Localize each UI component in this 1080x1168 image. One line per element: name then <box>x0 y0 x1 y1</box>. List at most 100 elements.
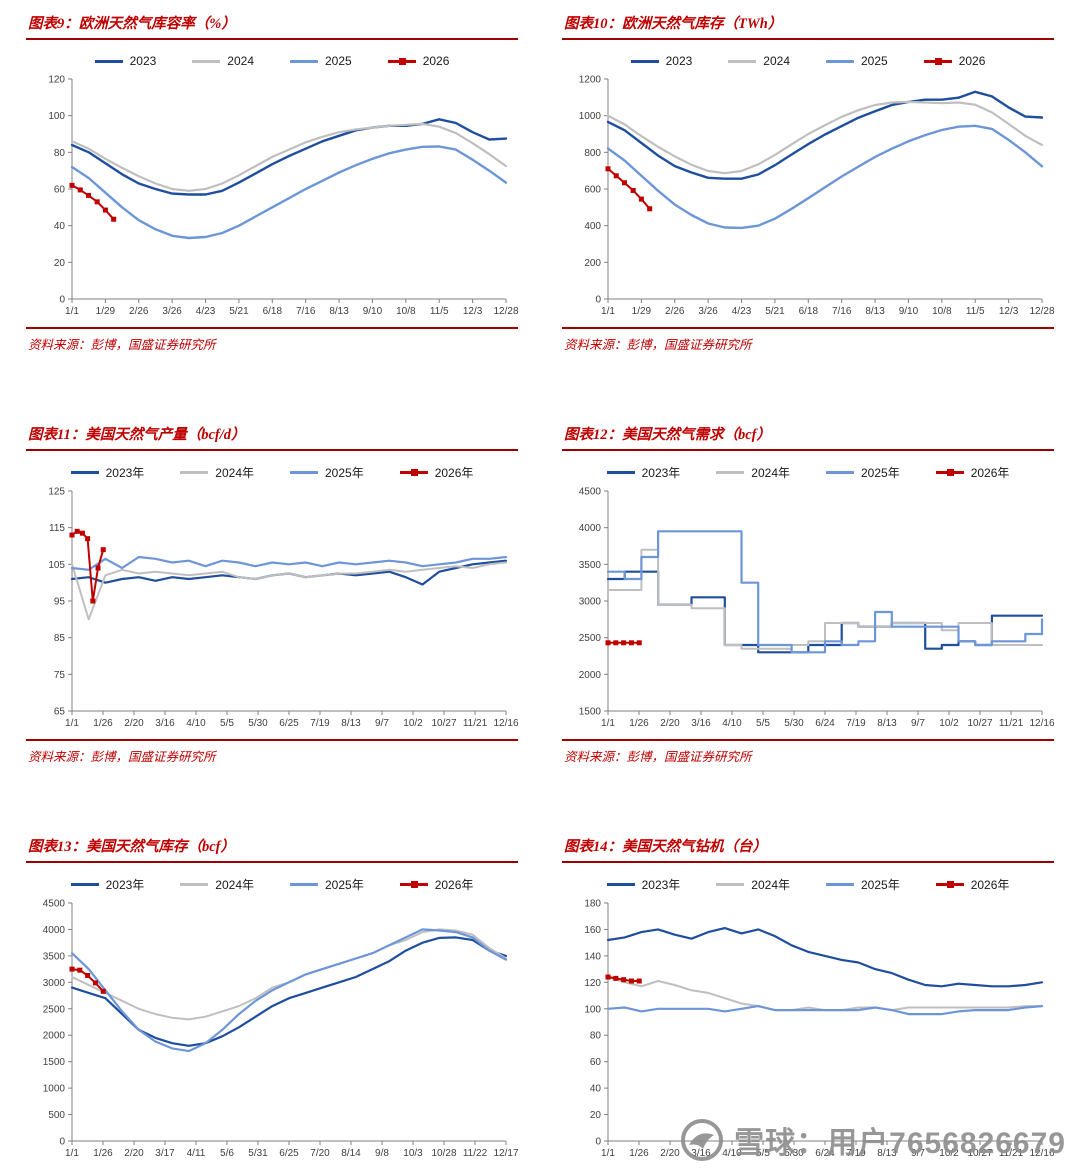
figure-12-source: 资料来源：彭博，国盛证券研究所 <box>562 739 1054 765</box>
svg-text:9/7: 9/7 <box>911 718 925 729</box>
legend-item-2026: 2026 <box>387 54 449 68</box>
svg-text:6/18: 6/18 <box>263 306 283 317</box>
svg-text:11/22: 11/22 <box>463 1148 488 1159</box>
svg-text:1/26: 1/26 <box>93 1148 113 1159</box>
figure-10-source: 资料来源：彭博，国盛证券研究所 <box>562 327 1054 353</box>
svg-text:75: 75 <box>54 670 66 681</box>
svg-text:4/10: 4/10 <box>722 1148 742 1159</box>
watermark-text: 雪球：用户7656826679 <box>734 1127 1066 1160</box>
legend-item-2023: 2023 <box>94 54 157 68</box>
svg-text:5/21: 5/21 <box>229 306 249 317</box>
legend-square-marker-icon <box>398 57 406 65</box>
legend-label: 2024 <box>227 54 254 68</box>
svg-text:3000: 3000 <box>579 597 602 608</box>
svg-text:95: 95 <box>54 597 66 608</box>
legend-swatch-icon <box>70 471 99 474</box>
legend-label: 2026年 <box>434 878 474 892</box>
svg-text:125: 125 <box>48 487 65 498</box>
svg-text:100: 100 <box>584 1004 601 1015</box>
legend-item-2024: 2024 <box>192 54 254 68</box>
legend-item-2023年: 2023年 <box>70 876 144 893</box>
svg-text:3000: 3000 <box>43 978 66 989</box>
svg-text:0: 0 <box>595 295 601 306</box>
legend-item-2023年: 2023年 <box>606 464 681 481</box>
svg-text:3/16: 3/16 <box>155 718 175 729</box>
legend-item-2025: 2025 <box>290 54 352 68</box>
svg-text:115: 115 <box>49 523 65 534</box>
legend-swatch-icon <box>290 59 318 63</box>
svg-text:0: 0 <box>59 295 65 306</box>
legend-swatch-icon <box>935 469 964 476</box>
svg-text:1500: 1500 <box>579 707 602 718</box>
svg-text:120: 120 <box>584 978 601 989</box>
svg-text:3/26: 3/26 <box>698 306 718 317</box>
svg-text:12/16: 12/16 <box>1029 718 1054 729</box>
legend-swatch-icon <box>192 59 221 63</box>
svg-text:6/25: 6/25 <box>279 1148 299 1159</box>
legend-item-2025年: 2025年 <box>290 876 364 893</box>
figure-11-line-chart: 65 75 85 95 105 115 125 1/1 1/26 2/20 3/16 4/10 5/5 5… <box>48 487 518 730</box>
svg-text:1/1: 1/1 <box>601 1148 615 1159</box>
svg-text:9/7: 9/7 <box>375 718 389 729</box>
legend-item-2026: 2026 <box>923 54 986 68</box>
legend-swatch-icon <box>826 883 854 886</box>
svg-text:80: 80 <box>590 1031 602 1042</box>
svg-text:3/16: 3/16 <box>691 718 711 729</box>
legend-label: 2023年 <box>641 466 681 480</box>
svg-text:10/8: 10/8 <box>932 306 952 317</box>
figure-10-panel: 图表10：欧洲天然气库存（TWh） 2023 2024 2025 2026 0 200 4… <box>562 12 1054 353</box>
legend-swatch-icon <box>716 883 745 886</box>
legend-label: 2023 <box>129 54 157 68</box>
legend-label: 2025 <box>861 54 888 68</box>
svg-text:6/24: 6/24 <box>815 718 835 729</box>
svg-text:2000: 2000 <box>579 670 602 681</box>
svg-text:12/3: 12/3 <box>999 306 1019 317</box>
svg-text:100: 100 <box>48 111 65 122</box>
figure-14-legend: 2023年 2024年 2025年 2026年 <box>562 876 1054 893</box>
svg-text:400: 400 <box>584 221 601 232</box>
svg-text:9/10: 9/10 <box>899 306 919 317</box>
legend-swatch-icon <box>290 883 318 886</box>
legend-swatch-icon <box>826 59 854 63</box>
svg-text:1200: 1200 <box>579 75 602 86</box>
svg-text:500: 500 <box>48 1110 65 1121</box>
svg-text:1/26: 1/26 <box>629 1148 649 1159</box>
svg-text:2000: 2000 <box>43 1031 66 1042</box>
legend-item-2024年: 2024年 <box>716 876 790 893</box>
figure-10-title: 图表10：欧洲天然气库存（TWh） <box>562 12 1054 40</box>
legend-label: 2026 <box>958 54 986 68</box>
svg-text:11/5: 11/5 <box>430 306 449 317</box>
legend-label: 2023年 <box>105 466 145 480</box>
svg-text:1000: 1000 <box>43 1084 66 1095</box>
svg-text:3500: 3500 <box>43 951 66 962</box>
svg-text:1/1: 1/1 <box>65 718 79 729</box>
svg-text:5/6: 5/6 <box>220 1148 234 1159</box>
svg-text:20: 20 <box>590 1110 602 1121</box>
legend-swatch-icon <box>728 59 757 63</box>
svg-text:2500: 2500 <box>43 1004 66 1015</box>
legend-square-marker-icon <box>410 881 418 888</box>
figure-12-title: 图表12：美国天然气需求（bcf） <box>562 423 1054 451</box>
svg-text:20: 20 <box>54 258 66 269</box>
legend-swatch-icon <box>290 471 318 474</box>
svg-text:10/2: 10/2 <box>939 1148 959 1159</box>
svg-text:2500: 2500 <box>579 633 602 644</box>
svg-text:11/21: 11/21 <box>999 1148 1024 1159</box>
svg-text:1000: 1000 <box>579 111 602 122</box>
svg-text:1/1: 1/1 <box>65 306 79 317</box>
figure-14-line-chart: 0 20 40 60 80 100 120 140 160 180 1/1 1/26 2/20 3/16 4… <box>584 899 1054 1160</box>
svg-text:105: 105 <box>48 560 65 571</box>
legend-swatch-icon <box>923 57 952 65</box>
svg-text:6/25: 6/25 <box>279 718 299 729</box>
legend-swatch-icon <box>94 59 123 63</box>
figure-14-panel: 图表14：美国天然气钻机（台） 2023年 2024年 2025年 2026年 0 20… <box>562 835 1054 1168</box>
legend-swatch-icon <box>399 469 428 476</box>
svg-text:60: 60 <box>54 185 66 196</box>
svg-text:160: 160 <box>584 925 601 936</box>
svg-text:2/20: 2/20 <box>660 1148 680 1159</box>
svg-text:7/20: 7/20 <box>310 1148 330 1159</box>
svg-text:10/2: 10/2 <box>403 718 423 729</box>
legend-swatch-icon <box>180 471 209 474</box>
legend-item-2025: 2025 <box>826 54 888 68</box>
